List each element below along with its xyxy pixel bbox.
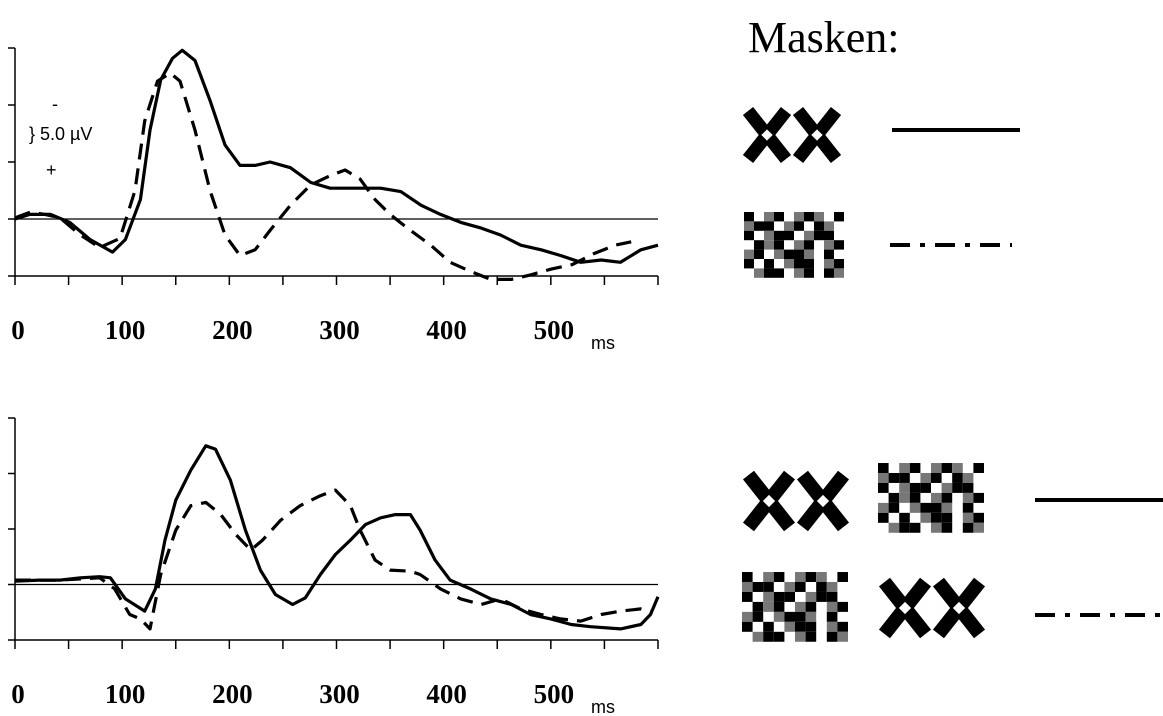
x-tick-label: 500: [534, 315, 575, 345]
series-line: [14, 444, 660, 631]
x-tick-label: 200: [212, 679, 253, 709]
x-axis-label: ms: [591, 697, 615, 716]
mask-icon: [744, 212, 844, 278]
mask-icon: [742, 572, 848, 642]
legend-title: Masken:: [748, 13, 900, 62]
x-axis-label: ms: [591, 333, 615, 353]
mask-icon: [878, 463, 984, 533]
x-tick-label: 100: [105, 679, 146, 709]
x-tick-label: 400: [426, 315, 467, 345]
x-tick-label: 300: [319, 679, 360, 709]
x-tick-label: 300: [319, 315, 360, 345]
mask-icon: [884, 582, 979, 634]
x-tick-label: 400: [426, 679, 467, 709]
x-tick-label: 200: [212, 315, 253, 345]
scale-annotation: -: [52, 94, 58, 114]
x-tick-label: 0: [11, 679, 25, 709]
x-tick-label: 0: [11, 315, 25, 345]
scale-annotation: +: [46, 160, 57, 180]
series-line: [14, 48, 659, 264]
x-tick-label: 100: [105, 315, 146, 345]
mask-icon: [748, 475, 843, 527]
series-line: [14, 71, 632, 281]
mask-icon: [748, 111, 836, 159]
scale-annotation: } 5.0 µV: [29, 124, 92, 144]
series-line: [15, 488, 651, 631]
x-tick-label: 500: [534, 679, 575, 709]
